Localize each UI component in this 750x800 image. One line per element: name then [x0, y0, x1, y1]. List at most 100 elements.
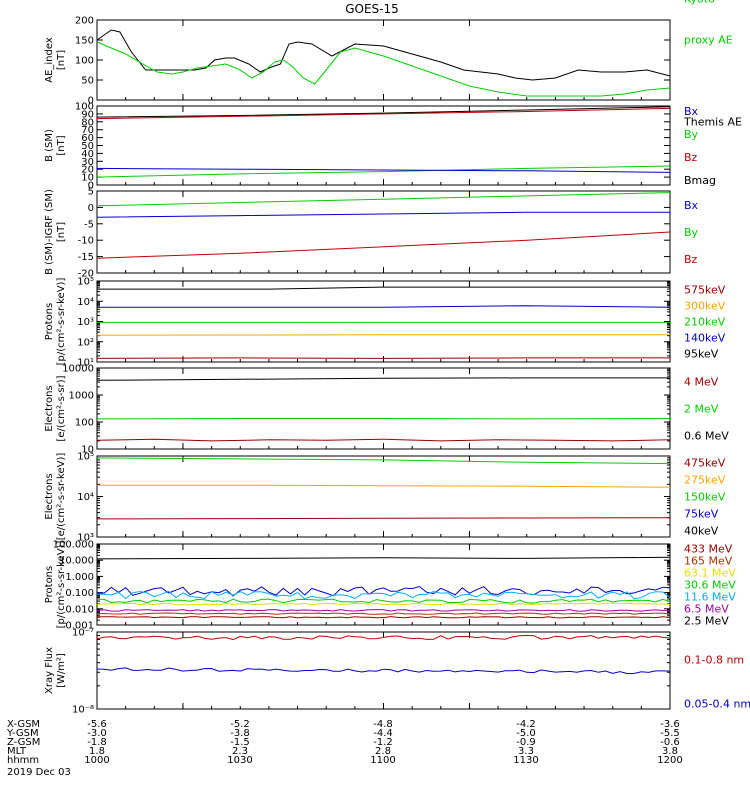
y-axis-label: B (SM): [44, 129, 55, 162]
footer-value: 1100: [370, 755, 395, 766]
footer-value: -0.9: [516, 737, 536, 748]
legend-label: 140keV: [684, 332, 726, 345]
footer-value: 2.3: [232, 746, 248, 757]
y-tick-label: 10⁻⁷: [72, 628, 94, 639]
y-axis-label: AE_index: [44, 37, 55, 83]
panel-protons_low: 10¹ 10² 10³ 10⁴ 10⁵ Protons [p/(cm²-s-sr-keV)]…: [44, 277, 726, 369]
series-line: [97, 484, 671, 488]
footer-value: -4.4: [373, 728, 393, 739]
y-tick-label: 50: [81, 141, 94, 152]
y-tick-label: 10¹: [77, 358, 94, 369]
legend-label: Themis AE: [683, 116, 742, 129]
footer-value: 3.3: [518, 746, 534, 757]
y-tick-label: 10⁻⁸: [72, 705, 94, 716]
y-tick-label: 40: [81, 149, 94, 160]
legend-label: Bz: [684, 253, 698, 266]
legend-label: 433 MeV: [684, 543, 733, 556]
legend-label: 0.05-0.4 nm: [684, 698, 750, 711]
footer-value: 1030: [227, 755, 252, 766]
y-tick-label: 1000: [69, 391, 94, 402]
footer-value: 2.8: [375, 746, 391, 757]
series-line: [96, 598, 671, 604]
y-tick-label: 10⁴: [77, 492, 94, 503]
y-axis-label: B (SM)-IGRF (SM): [44, 189, 55, 275]
series-line: [97, 305, 671, 308]
series-line: [96, 357, 670, 359]
y-tick-label: 10⁴: [77, 297, 94, 308]
legend-label: 2.5 MeV: [684, 615, 729, 628]
footer-value: -4.8: [373, 719, 393, 730]
legend-label: 40keV: [684, 525, 719, 538]
y-tick-label: 10: [81, 173, 94, 184]
y-axis-unit: [nT]: [56, 135, 67, 155]
y-tick-label: -20: [78, 269, 94, 280]
y-tick-label: 0.100: [65, 588, 94, 599]
y-tick-label: -10: [78, 236, 94, 247]
panel-frame: [96, 455, 671, 538]
series-line: [96, 457, 671, 465]
legend-label: 0.1-0.8 nm: [684, 654, 744, 667]
y-tick-label: 10⁵: [77, 277, 94, 288]
series-line: [97, 286, 670, 290]
y-tick-label: 0: [88, 203, 94, 214]
footer-value: -5.0: [516, 728, 536, 739]
legend-label: proxy AE: [684, 34, 733, 47]
footer-row-label: hhmm: [7, 755, 39, 766]
legend-label: 210keV: [684, 316, 726, 329]
series-line: [96, 167, 671, 173]
series-line: [96, 609, 671, 612]
y-axis-unit: [nT]: [56, 50, 67, 70]
y-axis-unit: [e/(cm²-s-sr-keV)]: [56, 453, 67, 541]
footer-value: 1000: [84, 755, 109, 766]
footer-value: -3.0: [87, 728, 107, 739]
y-tick-label: 10.000: [59, 556, 94, 567]
footer-row-label: Z-GSM: [7, 737, 40, 748]
legend-label: Bx: [684, 105, 699, 118]
y-tick-label: 30: [81, 157, 94, 168]
series-line: [96, 667, 671, 675]
series-line: [96, 165, 671, 178]
legend-label: By: [684, 226, 699, 239]
footer-value: 3.8: [662, 746, 678, 757]
y-axis-label: Xray Flux: [44, 647, 55, 694]
legend-label: 6.5 MeV: [684, 603, 729, 616]
footer-value: 1130: [513, 755, 538, 766]
footer-value: -5.6: [87, 719, 107, 730]
series-line: [96, 192, 671, 207]
y-tick-label: 70: [81, 125, 94, 136]
y-tick-label: 100: [75, 102, 94, 113]
legend-label: 475keV: [684, 457, 726, 470]
footer-value: 1.8: [89, 746, 105, 757]
footer-value: -5.2: [230, 719, 250, 730]
y-tick-label: 0: [88, 96, 94, 107]
legend-label: Bx: [684, 199, 699, 212]
legend-label: 0.6 MeV: [684, 430, 729, 443]
panel-frame: [96, 19, 671, 101]
y-tick-label: 10³: [77, 317, 94, 328]
orbit-footer: 2019 Dec 03 X-GSM -5.6 -5.2 -4.8 -4.2 -3.6 Y-G…: [6, 719, 683, 778]
series-line: [97, 612, 671, 615]
legend-label: Bz: [684, 151, 698, 164]
legend-label: 575keV: [684, 284, 726, 297]
footer-value: -1.8: [87, 737, 107, 748]
y-tick-label: -15: [78, 252, 94, 263]
series-line: [96, 29, 671, 81]
series-line: [96, 590, 671, 600]
y-tick-label: 1.000: [65, 572, 94, 583]
y-tick-label: 5: [88, 187, 94, 198]
footer-value: -3.8: [230, 728, 250, 739]
y-axis-unit: [W/m²]: [56, 653, 67, 688]
footer-value: -5.5: [660, 728, 680, 739]
footer-value: 1200: [657, 755, 682, 766]
footer-row-label: X-GSM: [7, 719, 40, 730]
footer-value: -1.2: [373, 737, 393, 748]
y-tick-label: 100: [75, 56, 94, 67]
y-tick-label: -5: [84, 219, 94, 230]
y-tick-label: 10000: [62, 364, 94, 375]
panel-xray: 10⁻⁸ 10⁻⁷ Xray Flux [W/m²] 0.1-0.8 nm 0.05-0.…: [44, 628, 750, 716]
footer-value: -4.2: [516, 719, 536, 730]
panel-frame: [96, 190, 671, 274]
figure-title: GOES-15: [345, 2, 399, 16]
